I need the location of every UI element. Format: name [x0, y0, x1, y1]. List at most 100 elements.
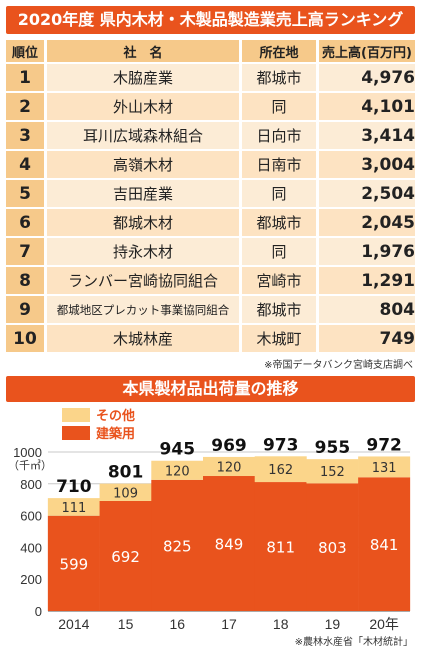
bar-building	[358, 477, 411, 611]
y-tick-label: 1000	[13, 445, 42, 460]
ranking-row: 6 都城木材 都城市 2,045	[6, 209, 415, 236]
ranking-row: 3 耳川広域森林組合 日向市 3,414	[6, 122, 415, 149]
sales-value-cell: 4,976	[316, 64, 415, 91]
rank-cell: 8	[6, 267, 44, 294]
y-tick-label: 800	[20, 477, 42, 492]
rank-cell: 5	[6, 180, 44, 207]
location-cell: 日向市	[239, 122, 316, 149]
ranking-row: 4 高嶺木材 日南市 3,004	[6, 151, 415, 178]
total-label: 801	[108, 463, 144, 483]
company-name-cell: 木脇産業	[44, 64, 239, 91]
ranking-row: 8 ランバー宮崎協同組合 宮崎市 1,291	[6, 267, 415, 294]
sales-value-cell: 2,504	[316, 180, 415, 207]
bar-other	[47, 498, 100, 516]
value-label-building: 811	[266, 539, 295, 557]
location-cell: 都城市	[239, 296, 316, 323]
sales-value-cell: 2,045	[316, 209, 415, 236]
y-axis-unit: （千㎥）	[8, 459, 52, 472]
ranking-row: 7 持永木材同 1,976	[6, 238, 415, 265]
location-cell: 同	[239, 93, 316, 120]
company-name-cell: 吉田産業	[44, 180, 239, 207]
bar-other	[254, 456, 307, 483]
rank-cell: 10	[6, 325, 44, 352]
bar-building	[254, 482, 307, 611]
value-label-other: 152	[320, 465, 345, 480]
chart-source: ※農林水産省「木材統計」	[294, 637, 413, 648]
rank-cell: 6	[6, 209, 44, 236]
y-tick-label: 600	[20, 509, 42, 524]
bar-building	[203, 476, 255, 611]
value-label-other: 120	[165, 464, 190, 479]
chart-title: 本県製材品出荷量の推移	[6, 376, 415, 402]
company-name-cell: 都城木材	[44, 209, 239, 236]
rank-cell: 3	[6, 122, 44, 149]
total-label: 973	[263, 435, 299, 455]
y-tick-label: 200	[20, 572, 42, 587]
location-cell: 宮崎市	[239, 267, 316, 294]
total-label: 969	[211, 436, 247, 456]
x-tick-label: 17	[221, 616, 237, 632]
header-value: 売上高(百万円)	[316, 40, 415, 62]
x-tick-label: 16	[169, 616, 185, 632]
bar-building	[306, 483, 359, 611]
legend-label-building: 建築用	[96, 427, 136, 442]
total-label: 972	[366, 435, 402, 455]
header-rank: 順位	[6, 40, 44, 62]
ranking-title: 2020年度 県内木材・木製品製造業売上高ランキング	[6, 6, 415, 34]
company-name-cell: 外山木材	[44, 93, 239, 120]
company-name-cell: 高嶺木材	[44, 151, 239, 178]
sales-value-cell: 804	[316, 296, 415, 323]
value-label-building: 599	[60, 555, 89, 573]
value-label-building: 825	[163, 537, 192, 555]
value-label-other: 109	[113, 486, 138, 501]
sales-value-cell: 1,291	[316, 267, 415, 294]
ranking-row: 5 吉田産業同 2,504	[6, 180, 415, 207]
rank-cell: 4	[6, 151, 44, 178]
ranking-row: 1 木脇産業 都城市 4,976	[6, 64, 415, 91]
header-place: 所在地	[239, 40, 316, 62]
total-label: 955	[315, 438, 351, 458]
ranking-source: ※帝国データバンク宮崎支店調べ	[264, 360, 413, 371]
sales-value-cell: 3,004	[316, 151, 415, 178]
company-name-cell: 木城林産	[44, 325, 239, 352]
header-name: 社 名	[44, 40, 239, 62]
value-label-building: 692	[111, 548, 140, 566]
location-cell: 同	[239, 180, 316, 207]
bar-other	[151, 460, 204, 480]
y-tick-label: 400	[20, 540, 42, 555]
location-cell: 都城市	[239, 64, 316, 91]
value-label-other: 162	[268, 463, 293, 478]
value-label-other: 111	[61, 501, 86, 516]
ranking-header-row: 順位 社 名 所在地 売上高(百万円)	[6, 40, 415, 62]
x-tick-label: 20年	[369, 616, 399, 632]
legend-label-other: その他	[96, 409, 136, 424]
value-label-other: 131	[372, 461, 397, 476]
x-tick-label: 2014	[58, 616, 89, 632]
bar-building	[47, 515, 100, 611]
total-label: 710	[56, 477, 92, 497]
ranking-row: 2 外山木材同 4,101	[6, 93, 415, 120]
rank-cell: 1	[6, 64, 44, 91]
location-cell: 都城市	[239, 209, 316, 236]
value-label-building: 803	[318, 539, 347, 557]
value-label-building: 849	[215, 536, 244, 554]
bar-other	[203, 456, 255, 477]
rank-cell: 9	[6, 296, 44, 323]
bar-other	[99, 483, 152, 501]
sales-value-cell: 1,976	[316, 238, 415, 265]
x-tick-label: 15	[118, 616, 134, 632]
y-tick-label: 0	[35, 604, 42, 619]
sales-value-cell: 749	[316, 325, 415, 352]
value-label-building: 841	[370, 536, 399, 554]
location-cell: 日南市	[239, 151, 316, 178]
x-tick-label: 18	[273, 616, 289, 632]
sales-value-cell: 4,101	[316, 93, 415, 120]
company-name-cell: ランバー宮崎協同組合	[44, 267, 239, 294]
company-name-cell: 持永木材	[44, 238, 239, 265]
location-cell: 同	[239, 238, 316, 265]
bar-other	[306, 459, 359, 484]
bar-other	[358, 456, 411, 478]
total-label: 945	[160, 440, 196, 460]
ranking-table: 順位 社 名 所在地 売上高(百万円) 1 木脇産業 都城市 4,976 2 外山木材同 4…	[6, 38, 415, 354]
